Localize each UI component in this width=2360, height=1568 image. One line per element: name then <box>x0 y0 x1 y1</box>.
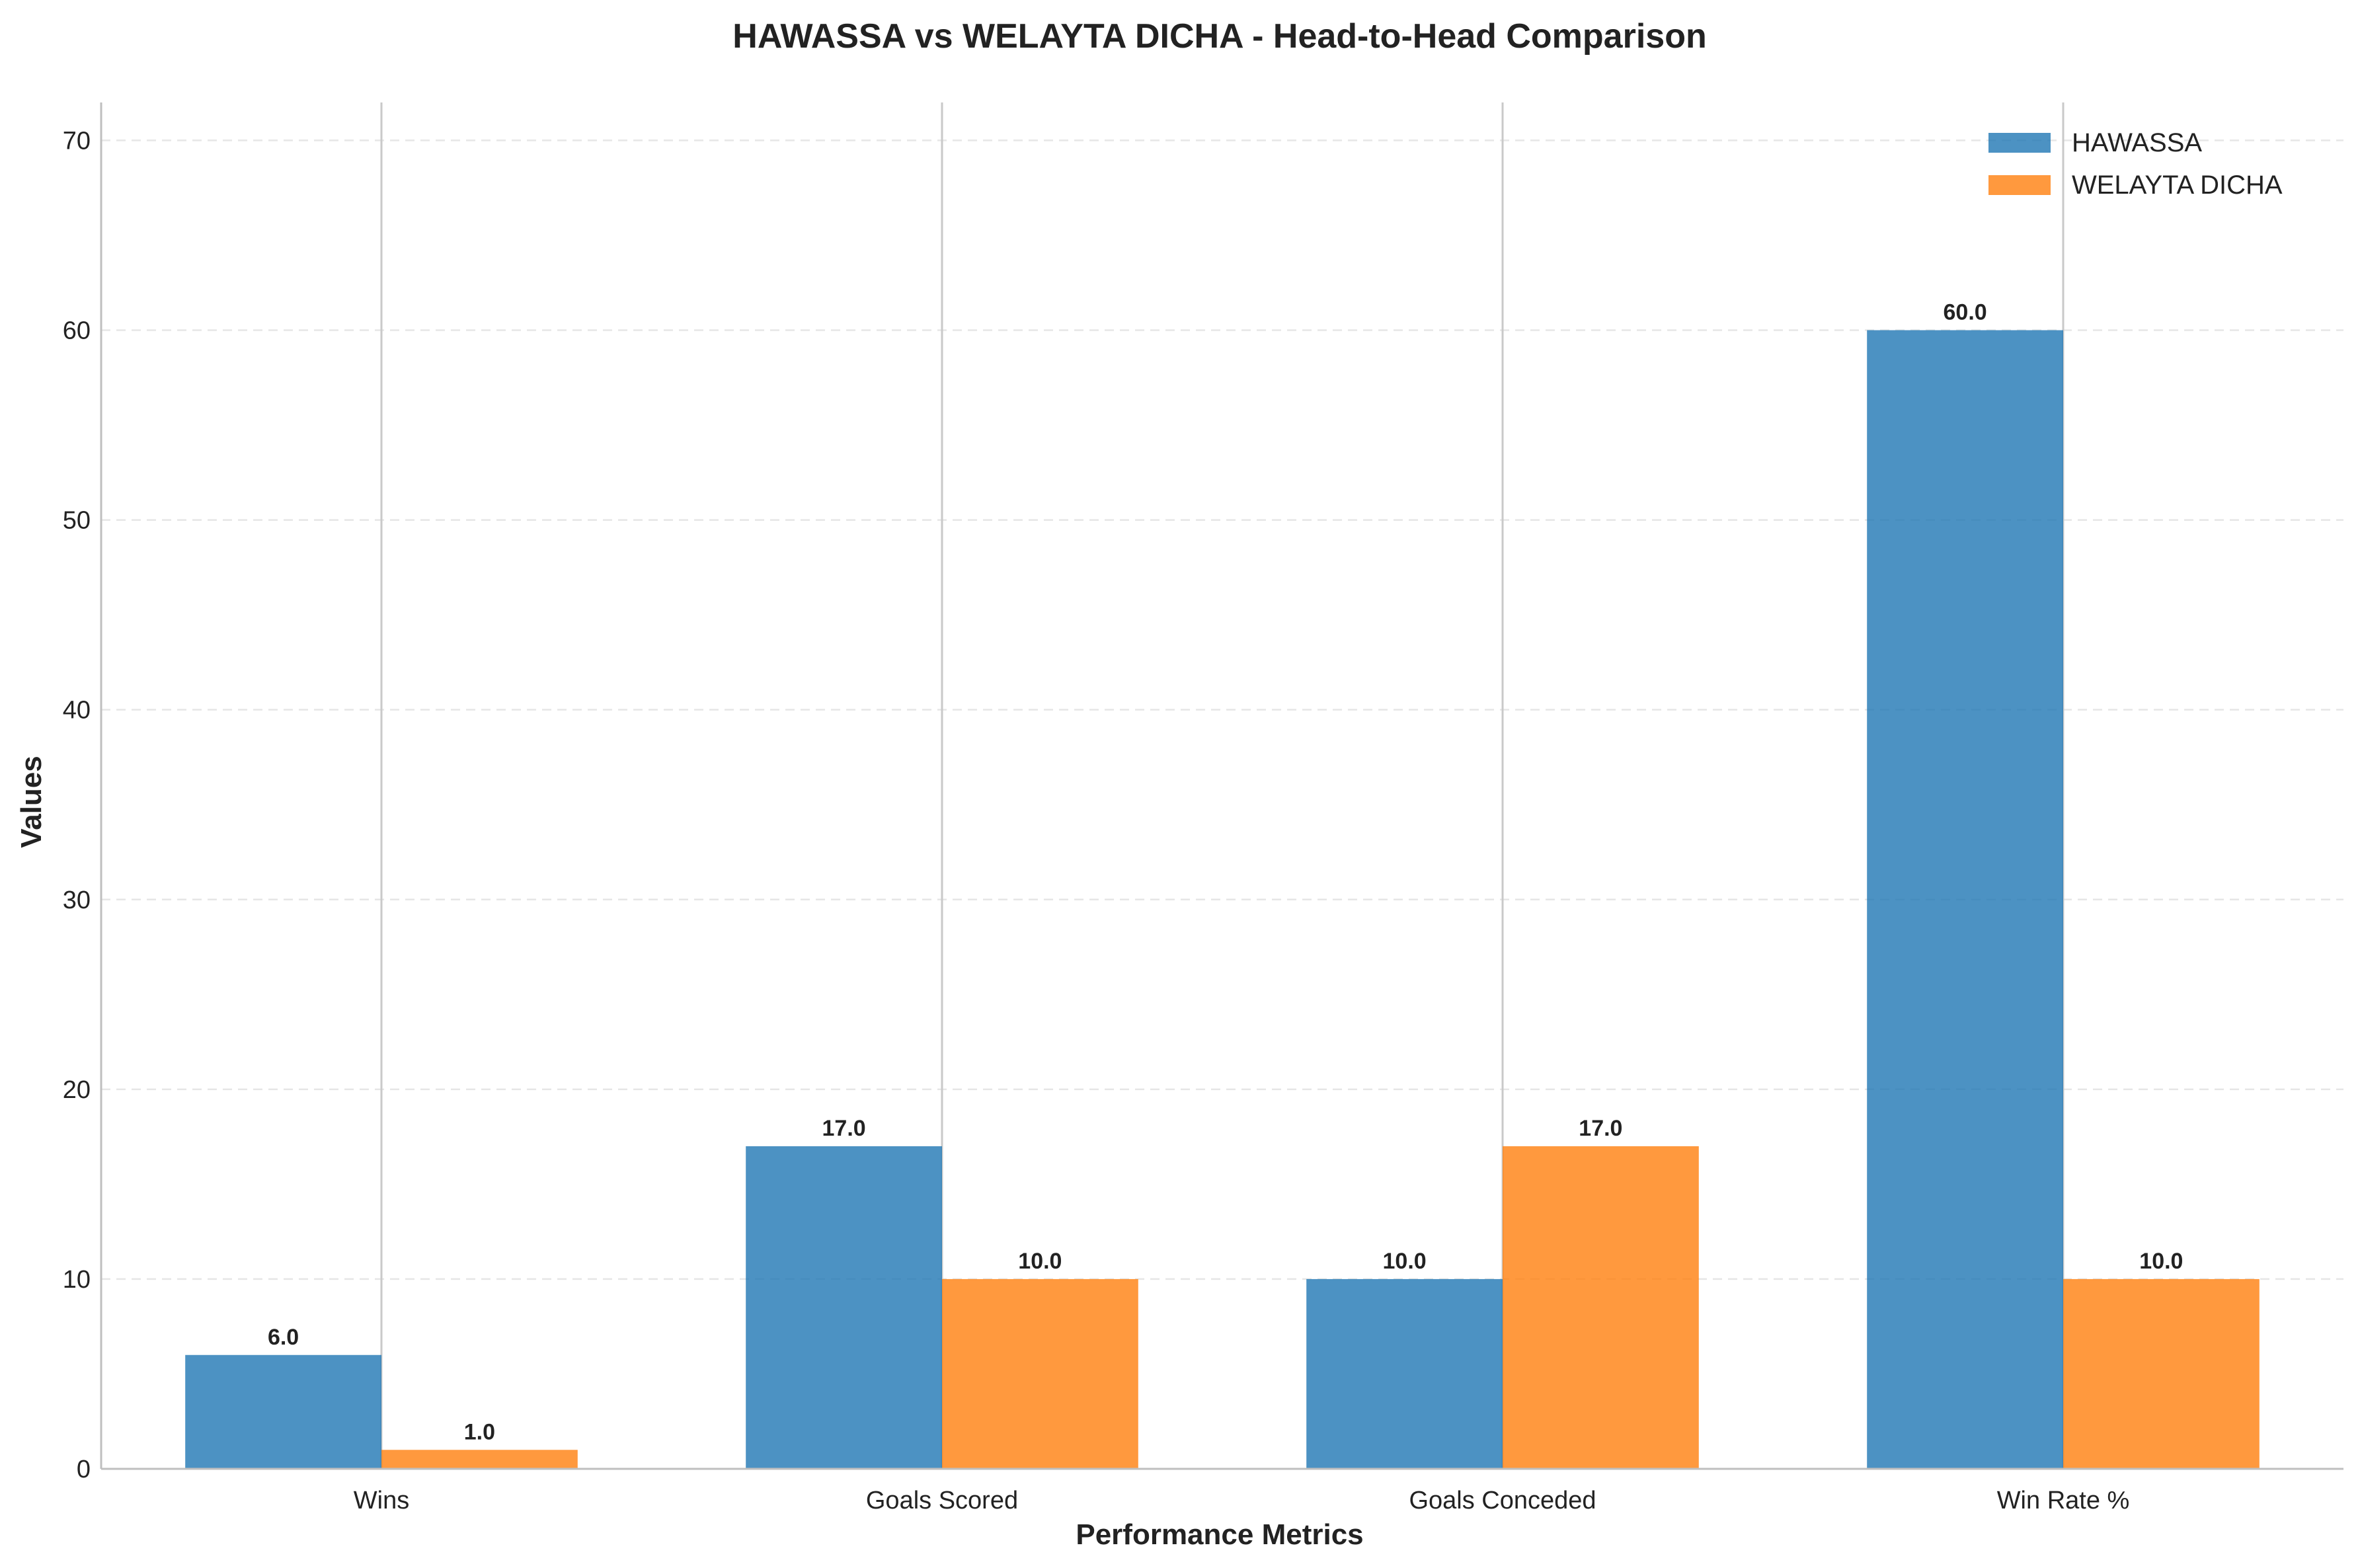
legend-label: WELAYTA DICHA <box>2072 171 2283 200</box>
y-tick-labels: 0 10 20 30 40 50 60 70 <box>63 127 91 1483</box>
x-axis-label: Performance Metrics <box>1076 1518 1363 1551</box>
bar-hawassa <box>746 1146 942 1469</box>
bar-hawassa <box>1306 1278 1503 1469</box>
x-tick-label: Goals Scored <box>866 1487 1018 1514</box>
x-tick-label: Wins <box>354 1487 409 1514</box>
y-tick-label: 70 <box>63 127 91 155</box>
y-tick-label: 60 <box>63 317 91 345</box>
bar-value-label: 17.0 <box>822 1116 866 1141</box>
y-tick-label: 30 <box>63 886 91 914</box>
bar-value-label: 10.0 <box>1383 1249 1427 1274</box>
bar-value-labels: 6.0 17.0 10.0 60.0 1.0 10.0 17.0 10.0 <box>268 300 2183 1445</box>
legend-label: HAWASSA <box>2072 128 2202 157</box>
y-tick-label: 10 <box>63 1266 91 1294</box>
y-tick-label: 20 <box>63 1076 91 1104</box>
bar-value-label: 17.0 <box>1579 1116 1622 1141</box>
y-tick-label: 0 <box>77 1456 91 1483</box>
y-tick-label: 40 <box>63 697 91 725</box>
chart-title: HAWASSA vs WELAYTA DICHA - Head-to-Head … <box>732 17 1706 56</box>
bar-value-label: 10.0 <box>2139 1249 2183 1274</box>
y-axis-label: Values <box>15 756 48 847</box>
bar-value-label: 6.0 <box>268 1325 299 1350</box>
x-tick-label: Goals Conceded <box>1409 1487 1596 1514</box>
bar-value-label: 1.0 <box>464 1419 495 1444</box>
grid-lines <box>101 139 2343 1280</box>
legend: HAWASSA WELAYTA DICHA <box>1988 128 2283 200</box>
bars <box>185 330 2260 1469</box>
y-tick-label: 50 <box>63 507 91 535</box>
bar-value-label: 60.0 <box>1944 300 1987 325</box>
x-tick-labels: Wins Goals Scored Goals Conceded Win Rate % <box>354 1487 2130 1514</box>
bar-value-label: 10.0 <box>1018 1249 1062 1274</box>
axes <box>100 102 2343 1470</box>
bar-welayta-dicha <box>1503 1146 1699 1469</box>
x-tick-label: Win Rate % <box>1997 1487 2130 1514</box>
bar-hawassa <box>1867 330 2063 1469</box>
legend-swatch-hawassa <box>1988 133 2051 153</box>
legend-swatch-welayta-dicha <box>1988 175 2051 195</box>
bar-welayta-dicha <box>942 1278 1138 1469</box>
bar-welayta-dicha <box>2063 1278 2260 1469</box>
category-gridlines <box>380 102 2065 1469</box>
bar-welayta-dicha <box>381 1450 578 1469</box>
bar-hawassa <box>185 1354 381 1469</box>
